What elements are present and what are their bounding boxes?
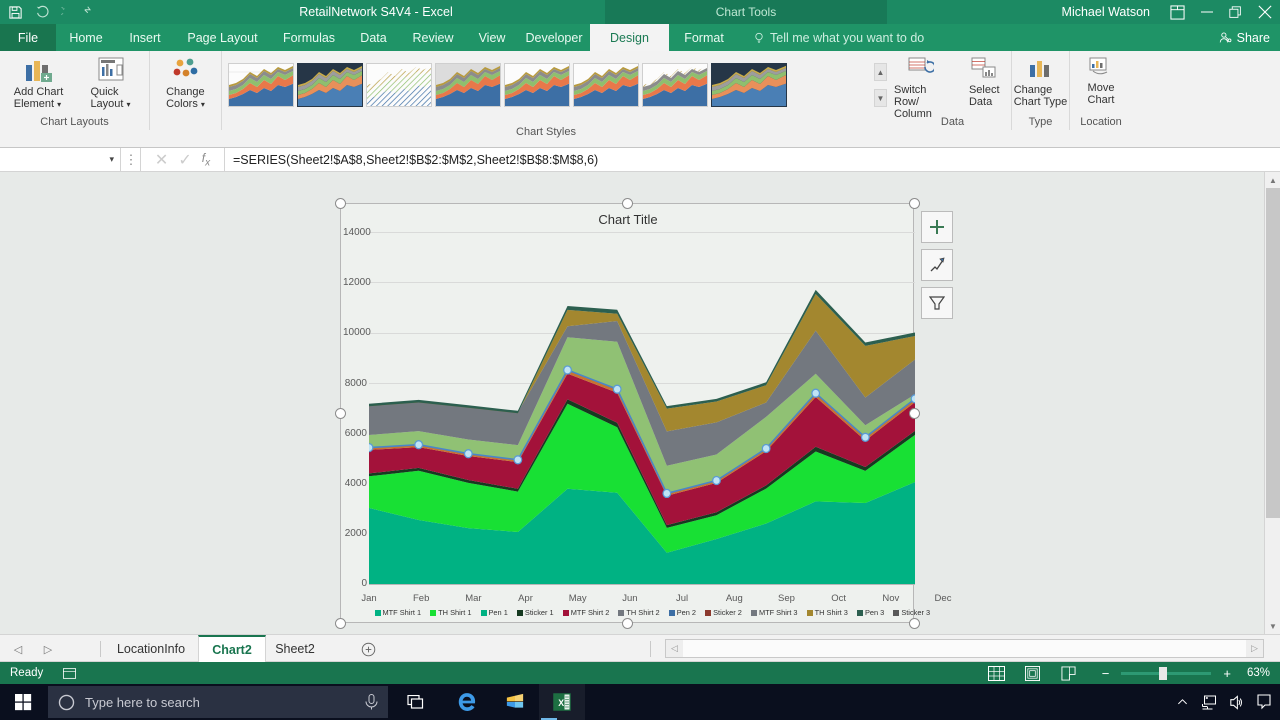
svg-text:X: X xyxy=(558,698,564,708)
